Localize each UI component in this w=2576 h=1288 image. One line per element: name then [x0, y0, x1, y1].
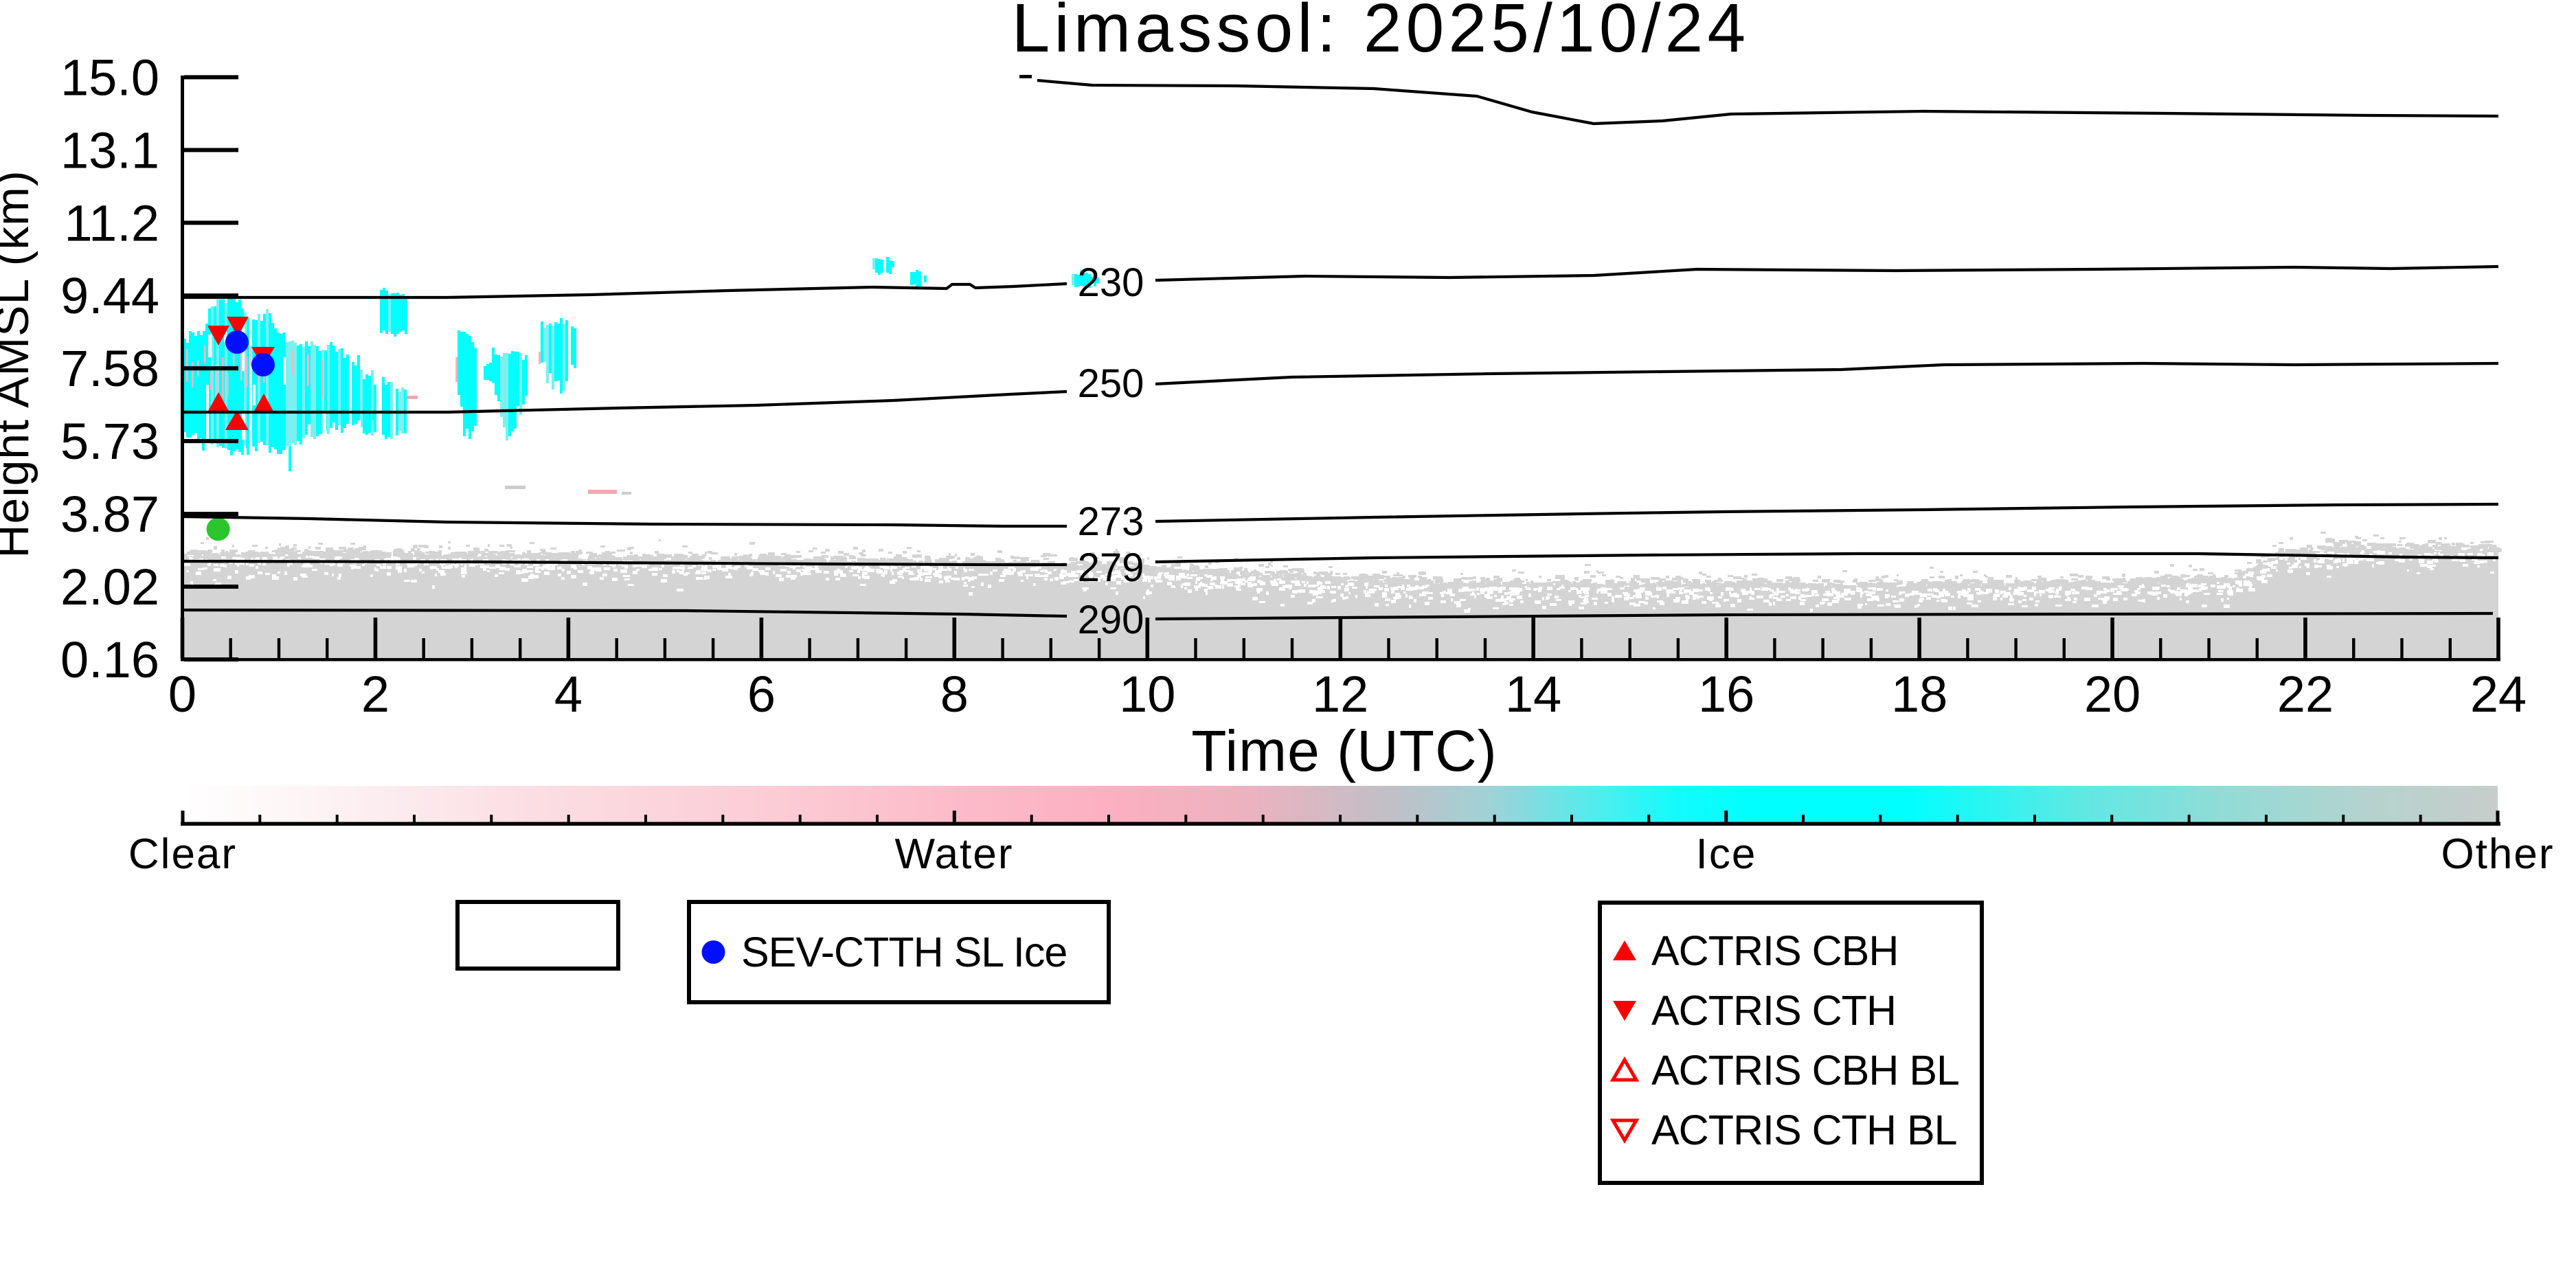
svg-text:ACTRIS CTH: ACTRIS CTH [1651, 987, 1896, 1034]
svg-text:290: 290 [1078, 598, 1144, 642]
svg-text:Time (UTC): Time (UTC) [1191, 719, 1497, 783]
svg-text:15.0: 15.0 [60, 49, 159, 106]
svg-text:Height AMSL (km): Height AMSL (km) [0, 170, 38, 558]
svg-text:5.73: 5.73 [60, 413, 159, 470]
svg-text:3.87: 3.87 [60, 486, 159, 543]
svg-text:4: 4 [554, 666, 583, 723]
svg-text:13.1: 13.1 [60, 122, 159, 179]
svg-text:2.02: 2.02 [60, 558, 159, 615]
svg-text:Water: Water [894, 831, 1013, 878]
svg-text:20: 20 [2084, 666, 2140, 723]
svg-text:18: 18 [1891, 666, 1947, 723]
svg-text:230: 230 [1078, 260, 1144, 305]
svg-text:279: 279 [1078, 545, 1144, 590]
svg-text:250: 250 [1078, 361, 1144, 406]
svg-text:11.2: 11.2 [64, 194, 159, 251]
svg-text:SEV-CTTH SL Ice: SEV-CTTH SL Ice [741, 929, 1067, 975]
svg-text:ACTRIS CTH BL: ACTRIS CTH BL [1651, 1107, 1957, 1153]
svg-text:7.58: 7.58 [60, 340, 159, 397]
svg-text:ACTRIS CBH BL: ACTRIS CBH BL [1651, 1047, 1959, 1094]
svg-text:6: 6 [747, 666, 776, 723]
svg-text:Limassol: 2025/10/24: Limassol: 2025/10/24 [1012, 0, 1750, 67]
svg-text:0.16: 0.16 [60, 631, 159, 688]
svg-text:Ice: Ice [1696, 831, 1757, 878]
svg-text:8: 8 [940, 666, 969, 723]
svg-text:22: 22 [2277, 666, 2334, 723]
svg-text:10: 10 [1119, 666, 1175, 723]
svg-text:16: 16 [1698, 666, 1754, 723]
svg-text:0: 0 [168, 666, 196, 723]
svg-text:14: 14 [1505, 666, 1561, 723]
svg-text:2: 2 [361, 666, 389, 723]
svg-text:9.44: 9.44 [60, 267, 159, 324]
svg-text:24: 24 [2470, 666, 2527, 723]
svg-text:273: 273 [1078, 499, 1144, 544]
svg-text:Clear: Clear [128, 831, 237, 878]
svg-text:12: 12 [1312, 666, 1368, 723]
svg-text:ACTRIS CBH: ACTRIS CBH [1651, 927, 1898, 974]
svg-text:Other: Other [2441, 831, 2554, 878]
